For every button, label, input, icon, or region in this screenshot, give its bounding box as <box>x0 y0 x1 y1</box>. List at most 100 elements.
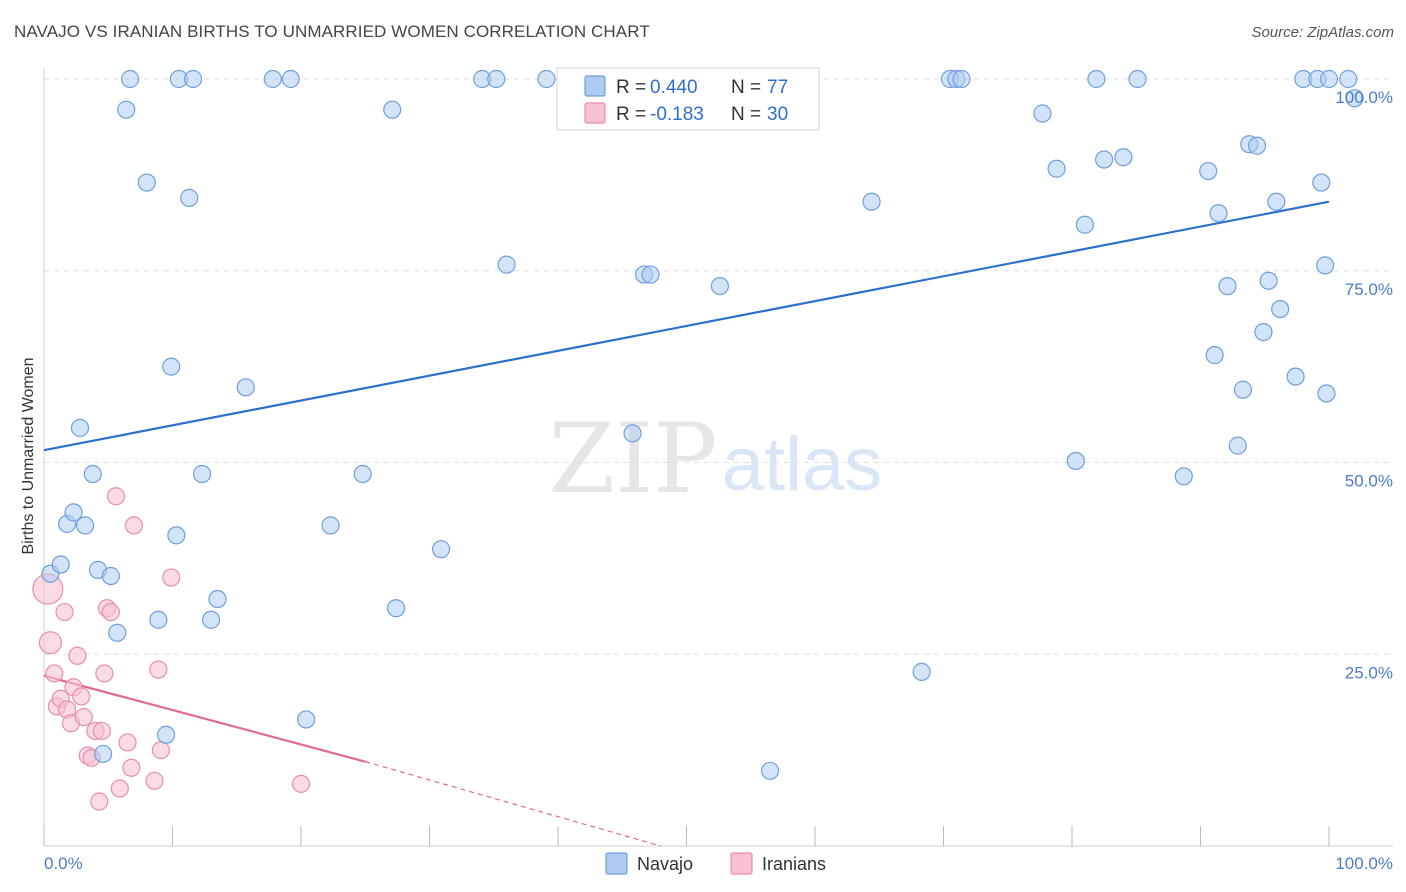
navajo-point <box>117 100 136 119</box>
iranians-point <box>72 687 91 706</box>
navajo-point <box>1271 300 1290 319</box>
navajo-point <box>183 69 203 89</box>
navajo-point <box>710 276 730 296</box>
y-tick-label-75: 75.0% <box>1345 280 1393 299</box>
navajo-point <box>1345 89 1364 108</box>
navajo-point <box>1199 161 1218 181</box>
navajo-point <box>263 69 282 89</box>
navajo-point <box>912 662 931 681</box>
navajo-point <box>137 173 156 192</box>
navajo-point <box>149 610 168 629</box>
watermark: ZIP atlas <box>548 403 882 515</box>
navajo-point <box>236 378 255 397</box>
navajo-point <box>1319 69 1339 89</box>
legend-swatch-iranians <box>584 102 606 124</box>
navajo-point <box>1066 451 1085 471</box>
legend-swatch-navajo <box>584 75 606 97</box>
navajo-point <box>537 69 556 89</box>
navajo-point <box>1254 323 1273 342</box>
iranians-point <box>90 792 109 811</box>
navajo-point <box>208 589 227 609</box>
navajo-point <box>321 516 340 535</box>
iranians-point <box>149 660 168 679</box>
navajo-point <box>156 725 176 744</box>
iranians-point <box>106 487 126 506</box>
navajo-point <box>1047 159 1066 178</box>
navajo-point <box>76 516 95 535</box>
trend-lines <box>43 200 1330 847</box>
navajo-point <box>1114 148 1133 167</box>
navajo-point <box>180 188 199 207</box>
x-tick-label-min: 0.0% <box>44 854 83 873</box>
iranians-point <box>92 721 111 741</box>
navajo-point <box>201 610 221 629</box>
navajo-point <box>120 69 140 89</box>
iranians-point <box>95 664 114 683</box>
axes <box>43 68 1393 847</box>
iranians-point <box>74 708 93 727</box>
source-label: Source: ZipAtlas.com <box>1251 24 1394 41</box>
navajo-point <box>1128 69 1147 89</box>
navajo-point <box>1087 69 1106 89</box>
navajo-point <box>1228 436 1247 455</box>
navajo-point <box>353 464 372 484</box>
iranians-point <box>55 602 74 622</box>
iranians-point <box>162 568 181 587</box>
navajo-point <box>1033 104 1052 123</box>
navajo-point <box>641 265 660 284</box>
y-tick-labels: 25.0% 50.0% 75.0% 100.0% <box>1335 88 1393 682</box>
navajo-point <box>383 100 402 119</box>
legend-n-value-iranians: 30 <box>767 104 788 125</box>
navajo-point <box>386 599 406 618</box>
trend-line-navajo <box>43 200 1330 452</box>
y-tick-label-100: 100.0% <box>1335 88 1393 107</box>
series-legend-swatch-navajo <box>605 852 628 875</box>
navajo-point <box>1233 380 1253 399</box>
iranians-point <box>45 664 64 683</box>
navajo-point <box>64 503 83 522</box>
navajo-point <box>167 526 186 545</box>
navajo-point <box>101 566 120 586</box>
navajo-point <box>281 69 300 89</box>
iranians-point <box>122 758 141 777</box>
navajo-point <box>1312 173 1331 192</box>
y-tick-label-50: 50.0% <box>1345 472 1393 491</box>
navajo-point <box>1174 467 1193 486</box>
navajo-point <box>94 744 113 764</box>
navajo-point <box>83 464 102 484</box>
navajo-point <box>1267 192 1286 211</box>
iranians-point <box>291 774 311 793</box>
navajo-point <box>1075 215 1094 234</box>
grid-lines <box>44 78 1393 655</box>
iranians-point <box>68 646 87 665</box>
series-legend-label-navajo: Navajo <box>637 854 693 874</box>
iranians-point <box>145 771 164 790</box>
legend-r-label-iranians: R = <box>616 104 646 125</box>
legend-r-value-iranians: -0.183 <box>650 104 704 125</box>
navajo-point <box>1259 271 1278 290</box>
iranians-point <box>110 779 129 798</box>
navajo-point <box>431 540 451 559</box>
navajo-point <box>108 623 127 642</box>
iranians-point <box>101 602 120 622</box>
legend-n-value-navajo: 77 <box>767 77 788 98</box>
legend-r-value-navajo: 0.440 <box>650 77 698 98</box>
chart-title: NAVAJO VS IRANIAN BIRTHS TO UNMARRIED WO… <box>14 22 650 41</box>
data-points <box>32 69 1364 811</box>
navajo-point <box>1339 69 1358 89</box>
navajo-point <box>760 761 780 780</box>
navajo-point <box>297 710 316 729</box>
navajo-point <box>862 192 881 211</box>
navajo-point <box>1316 256 1335 275</box>
navajo-point <box>192 464 212 484</box>
series-legend: Navajo Iranians <box>605 852 826 875</box>
legend-n-label-navajo: N = <box>731 77 761 98</box>
correlation-legend: R = 0.440 N = 77 R = -0.183 N = 30 <box>556 67 820 131</box>
navajo-point <box>51 555 70 574</box>
series-legend-label-iranians: Iranians <box>762 854 826 874</box>
navajo-point <box>1095 150 1114 169</box>
iranians-point <box>38 631 63 655</box>
navajo-point <box>1317 384 1336 403</box>
navajo-point <box>162 357 181 376</box>
